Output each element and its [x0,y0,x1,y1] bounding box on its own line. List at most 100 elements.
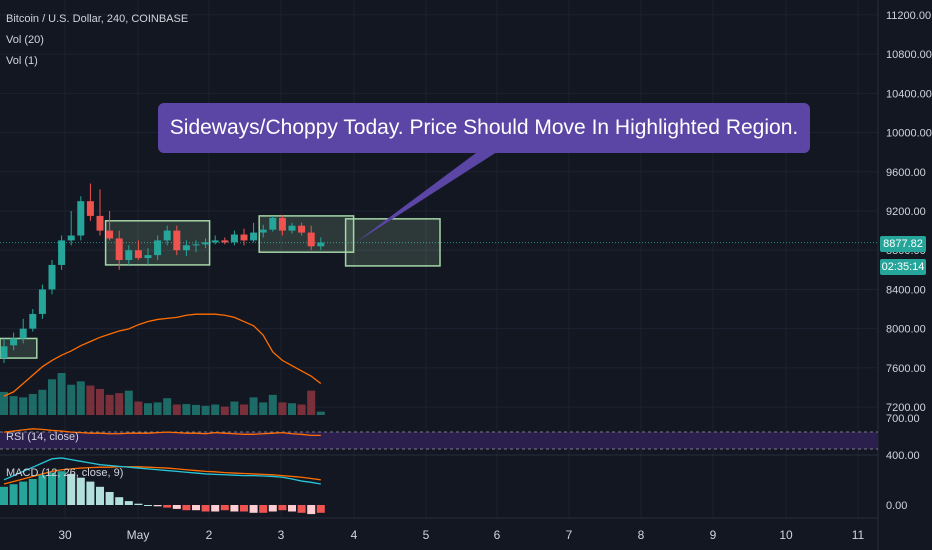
price-tick-label: 11200.00 [886,10,931,22]
macd-histogram-bar [163,505,172,508]
candle-body [202,242,210,245]
macd-histogram-bar [182,505,191,511]
candle-body [29,313,37,329]
time-tick-label: 6 [494,528,501,542]
volume-bar [220,406,229,415]
rsi-band [0,432,878,449]
macd-histogram-bar [76,477,85,505]
candle-body [86,201,94,216]
macd-histogram-bar [220,505,229,511]
candle-body [317,242,325,247]
candle-body [106,230,114,239]
macd-histogram-bar [297,505,306,513]
volume-bar [163,398,172,415]
candle-body [269,217,277,230]
volume-bar [288,403,296,415]
macd-histogram-bar [201,505,210,512]
callout-pointer [355,150,500,243]
rsi-line [3,428,321,437]
volume-ma-line [3,313,322,397]
annotation-callout[interactable]: Sideways/Choppy Today. Price Should Move… [158,103,810,153]
candle-body [250,232,258,241]
macd-histogram-bar [57,471,66,505]
candle-body [67,235,75,241]
macd-histogram-bar [172,505,181,509]
candle-body [144,255,152,259]
volume-bar [144,403,152,415]
time-tick-label: 5 [423,528,430,542]
candle-body [19,328,27,339]
volume-bar [57,373,66,415]
candle-body [134,250,142,259]
macd-histogram-bar [9,484,18,505]
macd-histogram-bar [211,505,220,512]
time-tick-label: 7 [566,528,573,542]
macd-histogram-bar [28,479,37,505]
macd-histogram-bar [134,503,143,505]
volume-bar [268,394,277,415]
indicator-axis-label: 400.00 [886,450,920,462]
macd-histogram-bar [230,505,239,512]
price-tick-label: 10400.00 [886,88,932,100]
volume-bar [192,404,200,415]
price-tick-label: 8400.00 [886,284,926,296]
countdown-tag: 02:35:14 [880,259,926,275]
macd-histogram-bar [278,505,287,511]
time-tick-label: 8 [638,528,645,542]
time-tick-label: 10 [779,528,793,542]
volume-bar [38,389,47,415]
candle-body [221,240,229,243]
volume-bar [28,394,37,415]
volume-bar [124,390,133,415]
indicator-axis-label: 700.00 [886,413,920,425]
time-tick-label: 3 [278,528,285,542]
volume-bar [76,381,85,415]
macd-histogram-bar [48,472,56,505]
volume-bar [134,401,143,415]
volume-bar [278,402,287,415]
volume-bar [19,397,28,415]
candle-body [0,346,8,359]
price-tick-label: 9200.00 [886,206,926,218]
volume-bar [0,391,8,415]
highlight-box [344,218,441,267]
candle-body [173,230,181,251]
volume-bar [259,402,268,415]
candle-body [163,230,171,241]
candle-body [278,217,286,231]
volume-bar [297,404,306,415]
volume-bar [211,404,220,415]
macd-histogram-bar [96,486,104,505]
candle-body [240,234,248,241]
price-tick-label: 8000.00 [886,324,926,336]
last-price-tag: 8877.82 [880,236,926,252]
volume-bar [201,405,210,415]
time-tick-label: 9 [710,528,717,542]
macd-histogram-bar [19,481,28,505]
highlight-box [0,337,38,359]
volume-bar [67,384,76,415]
volume-bar [230,401,239,415]
candle-body [48,264,56,290]
volume-bar [48,379,56,415]
volume-bar [9,396,18,415]
volume-bar [240,404,248,415]
macd-histogram-bar [192,505,200,511]
macd-histogram-bar [115,497,124,505]
price-tick-label: 7200.00 [886,402,926,414]
candle-body [10,338,18,346]
macd-line [3,457,321,485]
macd-histogram-bar [144,505,152,506]
rsi-label: RSI (14, close) [6,431,79,443]
volume-bar [172,404,181,415]
candle-body [192,244,200,246]
candle-body [230,234,238,243]
macd-histogram-bar [268,505,277,512]
volume-bar [86,385,95,415]
volume-bar [96,388,104,415]
candle-body [211,240,219,243]
candle-body [58,240,66,265]
volume-bar [182,404,191,415]
macd-histogram-bar [67,473,76,505]
